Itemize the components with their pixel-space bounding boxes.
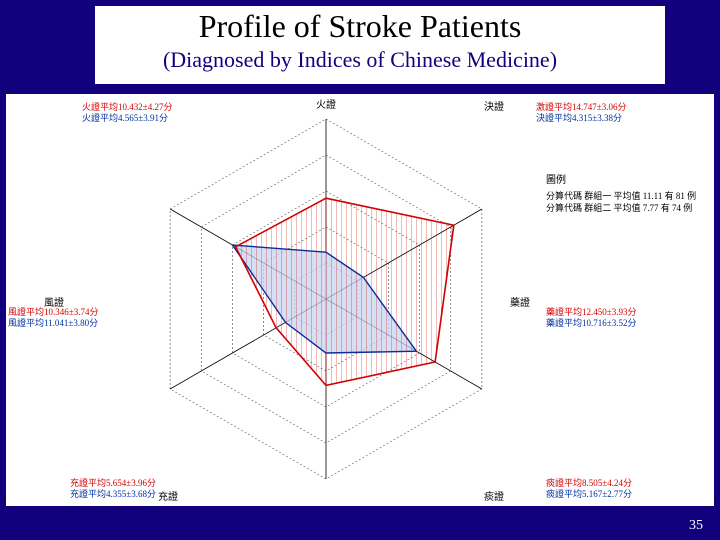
legend-line-2: 分算代碼 群組二 平均值 7.77 有 74 例 bbox=[546, 202, 696, 214]
legend: 圖例 分算代碼 群組一 平均值 11.11 有 81 例 分算代碼 群組二 平均… bbox=[546, 174, 696, 214]
stat-mid-left: 風證平均10.346±3.74分 風證平均11.041±3.80分 bbox=[8, 307, 98, 330]
stat-mid-right: 藥證平均12.450±3.93分 藥證平均10.716±3.52分 bbox=[546, 307, 636, 330]
main-title: Profile of Stroke Patients bbox=[193, 8, 528, 45]
page-number: 35 bbox=[686, 518, 706, 534]
radar-chart-container: 火證 決證 藥證 痰證 充證 風證 火證平均10.432±4.27分 火證平均4… bbox=[6, 94, 714, 506]
sub-title: (Diagnosed by Indices of Chinese Medicin… bbox=[163, 47, 557, 73]
stat-bot-left: 充證平均5.654±3.96分 充證平均4.355±3.68分 bbox=[70, 478, 156, 501]
legend-line-1: 分算代碼 群組一 平均值 11.11 有 81 例 bbox=[546, 190, 696, 202]
stat-bot-right: 痰證平均8.505±4.24分 痰證平均5.167±2.77分 bbox=[546, 478, 632, 501]
axis-label-top: 火證 bbox=[316, 96, 336, 111]
axis-label-bottom-right: 痰證 bbox=[484, 488, 504, 503]
axis-label-right: 藥證 bbox=[510, 294, 530, 309]
axis-label-top-right: 決證 bbox=[484, 98, 504, 113]
radar-chart bbox=[6, 94, 714, 506]
stat-top-left: 火證平均10.432±4.27分 火證平均4.565±3.91分 bbox=[82, 102, 172, 125]
axis-label-bottom: 充證 bbox=[158, 488, 178, 503]
legend-title: 圖例 bbox=[546, 174, 696, 188]
stat-top-right: 激證平均14.747±3.06分 決證平均4.315±3.38分 bbox=[536, 102, 626, 125]
title-area: Profile of Stroke Patients (Diagnosed by… bbox=[0, 8, 720, 73]
